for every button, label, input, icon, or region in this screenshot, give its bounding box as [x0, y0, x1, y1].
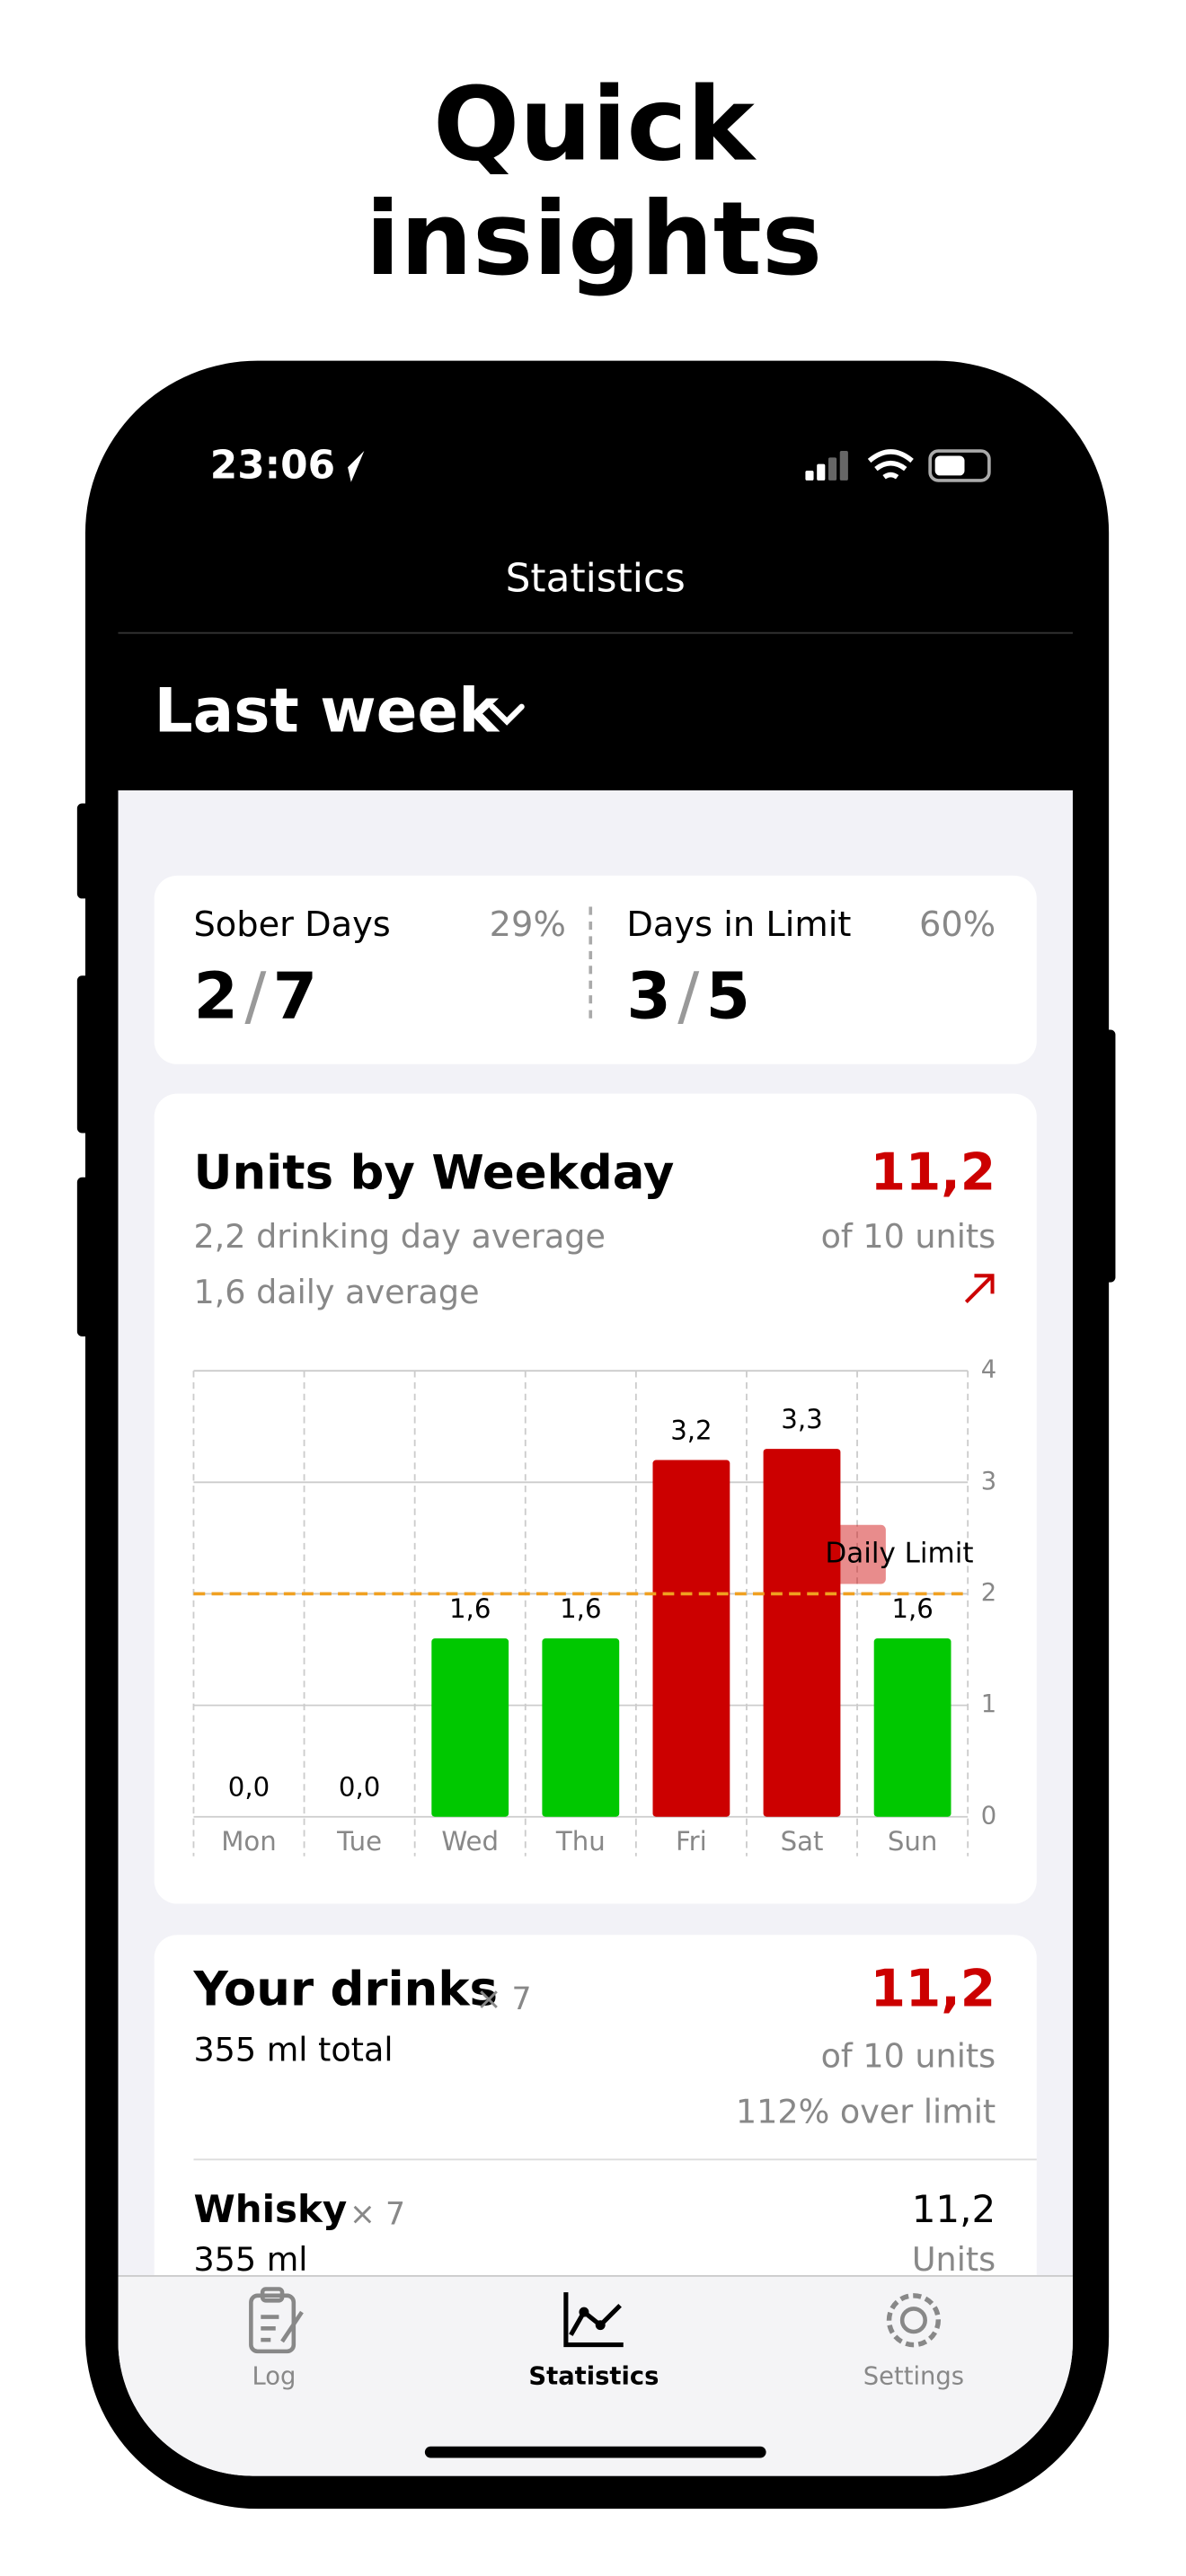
value-label: 1,6 [560, 1593, 601, 1624]
header-area [118, 393, 1073, 790]
weekday-chart: 0 1 2 3 4 0,0 Mon 0,0 Tue 1,6 Wed 1,6 Thu 3,2 Fri 3,3 Sa… [192, 1356, 996, 1857]
limit-count: 3 [626, 958, 671, 1033]
value-label: 1,6 [891, 1593, 933, 1624]
statistics-icon-dot [595, 2320, 606, 2331]
period-selector[interactable]: Last week [155, 675, 501, 746]
bar [542, 1638, 620, 1817]
card-title: Your drinks [192, 1963, 498, 2017]
value-label: 3,3 [781, 1404, 822, 1434]
limit-label: Days in Limit [626, 904, 851, 945]
status-time: 23:06 [210, 442, 335, 488]
y-tick-label: 1 [981, 1690, 996, 1718]
x-tick-label: Sat [781, 1826, 824, 1857]
drinks-volume: 355 ml total [193, 2030, 393, 2069]
drink-count: × 7 [350, 2196, 405, 2232]
x-tick-label: Thu [555, 1826, 606, 1857]
battery-level [934, 455, 965, 476]
drinks-over: 112% over limit [736, 2093, 996, 2131]
period-chevron[interactable] [489, 703, 525, 726]
sober-separator: / [244, 958, 266, 1033]
nav-title: Statistics [506, 555, 686, 601]
drinks-count: × 7 [475, 1981, 531, 2017]
value-label: 0,0 [339, 1772, 380, 1803]
headline: insights [366, 180, 823, 298]
sober-percent: 29% [490, 904, 566, 945]
units-of: of 10 units [821, 1217, 996, 1256]
trend-arrow [964, 1274, 995, 1303]
battery-icon [928, 449, 991, 482]
limit-separator: / [677, 958, 699, 1033]
y-tick-label: 3 [981, 1468, 996, 1495]
x-tick-label: Sun [888, 1826, 938, 1857]
bar [431, 1638, 509, 1817]
drinks-of: of 10 units [821, 2037, 996, 2076]
x-tick-label: Wed [441, 1826, 499, 1857]
drink-units-label: Units [912, 2240, 996, 2279]
sober-total: 7 [273, 958, 318, 1033]
drink-name[interactable]: Whisky [193, 2187, 347, 2231]
home-indicator [424, 2446, 766, 2458]
daily-average: 1,6 daily average [193, 1273, 479, 1311]
statistics-icon[interactable] [563, 2292, 624, 2348]
limit-total: 5 [706, 958, 751, 1033]
value-label: 1,6 [449, 1593, 491, 1624]
limit-label-bg [813, 1524, 886, 1584]
limit-ratio: 3/5 [626, 958, 750, 1033]
y-tick-label: 0 [981, 1802, 996, 1830]
statistics-icon-dot [579, 2307, 589, 2317]
sober-label: Sober Days [193, 904, 390, 945]
location-icon [336, 451, 365, 482]
limit-label: Daily Limit [825, 1538, 973, 1570]
tab-log[interactable]: Log [252, 2363, 296, 2391]
y-tick-label: 4 [981, 1356, 996, 1384]
wifi-icon [867, 449, 914, 480]
drinks-card [154, 1935, 1037, 2276]
settings-icon[interactable] [886, 2293, 942, 2348]
scroll-content: Sober Days 29% 2/7 Days in Limit 60% 3/5… [154, 875, 1037, 2279]
x-tick-label: Tue [336, 1826, 382, 1857]
x-tick-label: Mon [221, 1826, 277, 1857]
drink-volume: 355 ml [193, 2240, 307, 2279]
drinking-day-average: 2,2 drinking day average [193, 1217, 605, 1256]
summary-card [154, 875, 1037, 1064]
value-label: 0,0 [228, 1772, 270, 1803]
sober-ratio: 2/7 [193, 958, 317, 1033]
headline: Quick [433, 65, 757, 183]
y-tick-label: 2 [981, 1579, 996, 1607]
value-label: 3,2 [670, 1415, 712, 1445]
tab-statistics[interactable]: Statistics [528, 2363, 659, 2391]
limit-percent: 60% [919, 904, 996, 945]
bar [873, 1638, 951, 1817]
tab-settings[interactable]: Settings [863, 2363, 964, 2391]
bar [763, 1449, 841, 1817]
drink-units: 11,2 [912, 2187, 996, 2231]
card-title: Units by Weekday [193, 1146, 674, 1201]
bar [652, 1460, 730, 1817]
sober-count: 2 [193, 958, 238, 1033]
signal-icon [805, 451, 848, 481]
settings-icon-core [899, 2307, 927, 2334]
x-tick-label: Fri [676, 1826, 707, 1857]
drinks-total: 11,2 [871, 1960, 996, 2019]
units-total: 11,2 [871, 1143, 996, 1203]
log-icon[interactable] [249, 2287, 304, 2354]
screen: 23:06 Statistics Last week Sober Days 29… [118, 393, 1073, 2476]
